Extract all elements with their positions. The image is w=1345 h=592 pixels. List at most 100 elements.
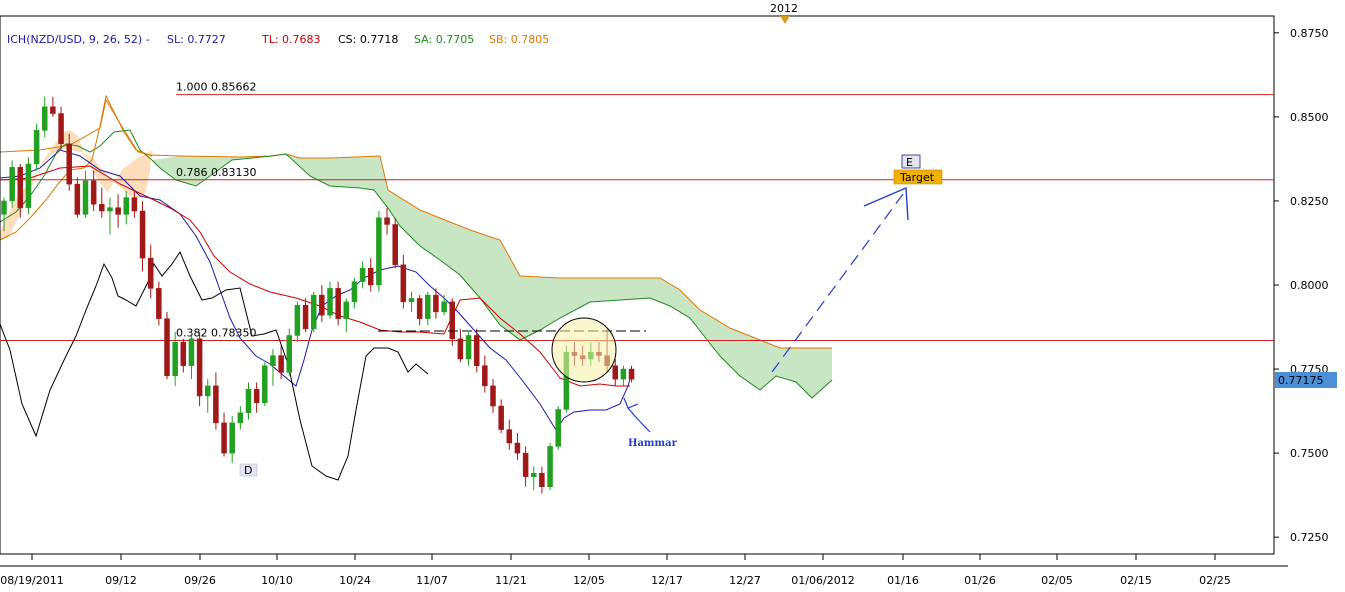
- candle-body-down: [196, 338, 203, 397]
- candle: [131, 190, 138, 218]
- candle: [384, 207, 390, 235]
- indicator-item: TL: 0.7683: [261, 33, 321, 46]
- candle-body-up: [327, 288, 333, 316]
- candle: [253, 382, 260, 413]
- candle-body-down: [539, 473, 545, 487]
- candle-body-down: [213, 385, 219, 424]
- indicator-item: CS: 0.7718: [338, 33, 398, 46]
- candle-body-down: [433, 294, 439, 313]
- candles-layer: [1, 96, 635, 494]
- point-d-label: D: [244, 464, 252, 477]
- x-tick-label: 02/15: [1120, 574, 1152, 587]
- candle: [416, 295, 423, 326]
- candle-body-up: [270, 355, 276, 366]
- point-d-box: [239, 463, 258, 477]
- candle-body-down: [58, 113, 64, 145]
- candle-body-up: [82, 180, 89, 215]
- candle-body-down: [139, 210, 146, 259]
- candle: [9, 160, 15, 208]
- projection-arrow-head: [863, 186, 909, 221]
- candle-body-up: [310, 294, 317, 329]
- candle-body-up: [229, 422, 235, 454]
- candle-body-up: [237, 412, 244, 424]
- candle: [50, 96, 56, 117]
- senkou-span-b-early-line: [0, 94, 153, 241]
- candle-body-down: [90, 180, 97, 205]
- candle-body-down: [319, 294, 325, 316]
- candle-body-up: [33, 130, 40, 165]
- candle: [270, 348, 276, 386]
- candle: [221, 412, 227, 457]
- x-tick-label: 12/27: [729, 574, 761, 587]
- candle: [17, 163, 24, 218]
- candle: [506, 419, 513, 450]
- candle-body-down: [384, 217, 390, 225]
- y-tick-label: 0.7500: [1290, 447, 1329, 460]
- candle: [351, 278, 358, 309]
- candle: [620, 365, 627, 386]
- header-layer: 2012 ICH(NZD/USD, 9, 26, 52) - SL: 0.7727 T…: [7, 2, 798, 46]
- candle-body-down: [400, 264, 407, 303]
- candle: [522, 446, 529, 487]
- candle-body-up: [408, 298, 415, 303]
- ichimoku-cloud-layer: [0, 94, 833, 399]
- candle: [376, 211, 382, 292]
- candle-body-down: [416, 298, 423, 319]
- cloud-bullish-area: [152, 154, 832, 398]
- candle: [327, 281, 333, 319]
- candle: [156, 281, 162, 326]
- candle: [465, 332, 472, 366]
- annotations-layer: Hammar D E Target: [239, 154, 943, 477]
- candle: [294, 301, 301, 343]
- candle: [237, 406, 244, 430]
- candle: [278, 345, 284, 380]
- target-box: [893, 169, 943, 185]
- candle: [82, 170, 89, 218]
- candle: [213, 372, 219, 430]
- candle: [115, 194, 121, 228]
- candle-body-up: [465, 335, 472, 360]
- candle-body-down: [457, 338, 464, 360]
- candle-body-down: [449, 301, 455, 340]
- candle-body-down: [335, 288, 341, 319]
- senkou-span-b-line: [0, 98, 832, 349]
- candle: [319, 285, 325, 322]
- candle-body-up: [547, 446, 553, 487]
- candle: [33, 123, 40, 171]
- candle: [539, 466, 545, 494]
- indicator-item: SB: 0.7805: [489, 33, 549, 46]
- hammer-highlight-circle: [551, 317, 617, 383]
- candle: [408, 291, 415, 312]
- candle: [25, 157, 32, 215]
- x-tick-label: 10/10: [261, 574, 293, 587]
- candle: [147, 244, 154, 299]
- fib-level-label: 0.382 0.78350: [176, 326, 256, 339]
- candle-body-up: [359, 267, 366, 282]
- candle-body-up: [123, 197, 129, 215]
- fib-level-label: 0.786 0.83130: [176, 166, 256, 179]
- candle: [628, 365, 635, 383]
- candle-body-up: [620, 368, 627, 380]
- candle: [90, 170, 97, 212]
- senkou-span-a-early-line: [0, 129, 153, 223]
- current-price-label: 0.77175: [1278, 374, 1324, 387]
- candle: [302, 298, 309, 333]
- point-e-label: E: [906, 156, 913, 169]
- indicator-item: SA: 0.7705: [414, 33, 474, 46]
- candle-body-up: [25, 163, 32, 208]
- candle-body-down: [473, 335, 480, 366]
- candle: [441, 295, 447, 316]
- candle-body-down: [17, 167, 24, 208]
- x-tick-label: 11/21: [495, 574, 527, 587]
- candle-body-down: [514, 442, 521, 454]
- candle: [531, 466, 537, 491]
- candle: [229, 416, 235, 464]
- y-tick-label: 0.8750: [1290, 27, 1329, 40]
- year-marker-label: 2012: [770, 2, 798, 15]
- chikou-span-line: [0, 250, 429, 481]
- candle-body-up: [245, 388, 252, 414]
- candle-body-up: [376, 217, 382, 286]
- x-tick-label: 11/07: [416, 574, 448, 587]
- candle-body-up: [294, 304, 301, 336]
